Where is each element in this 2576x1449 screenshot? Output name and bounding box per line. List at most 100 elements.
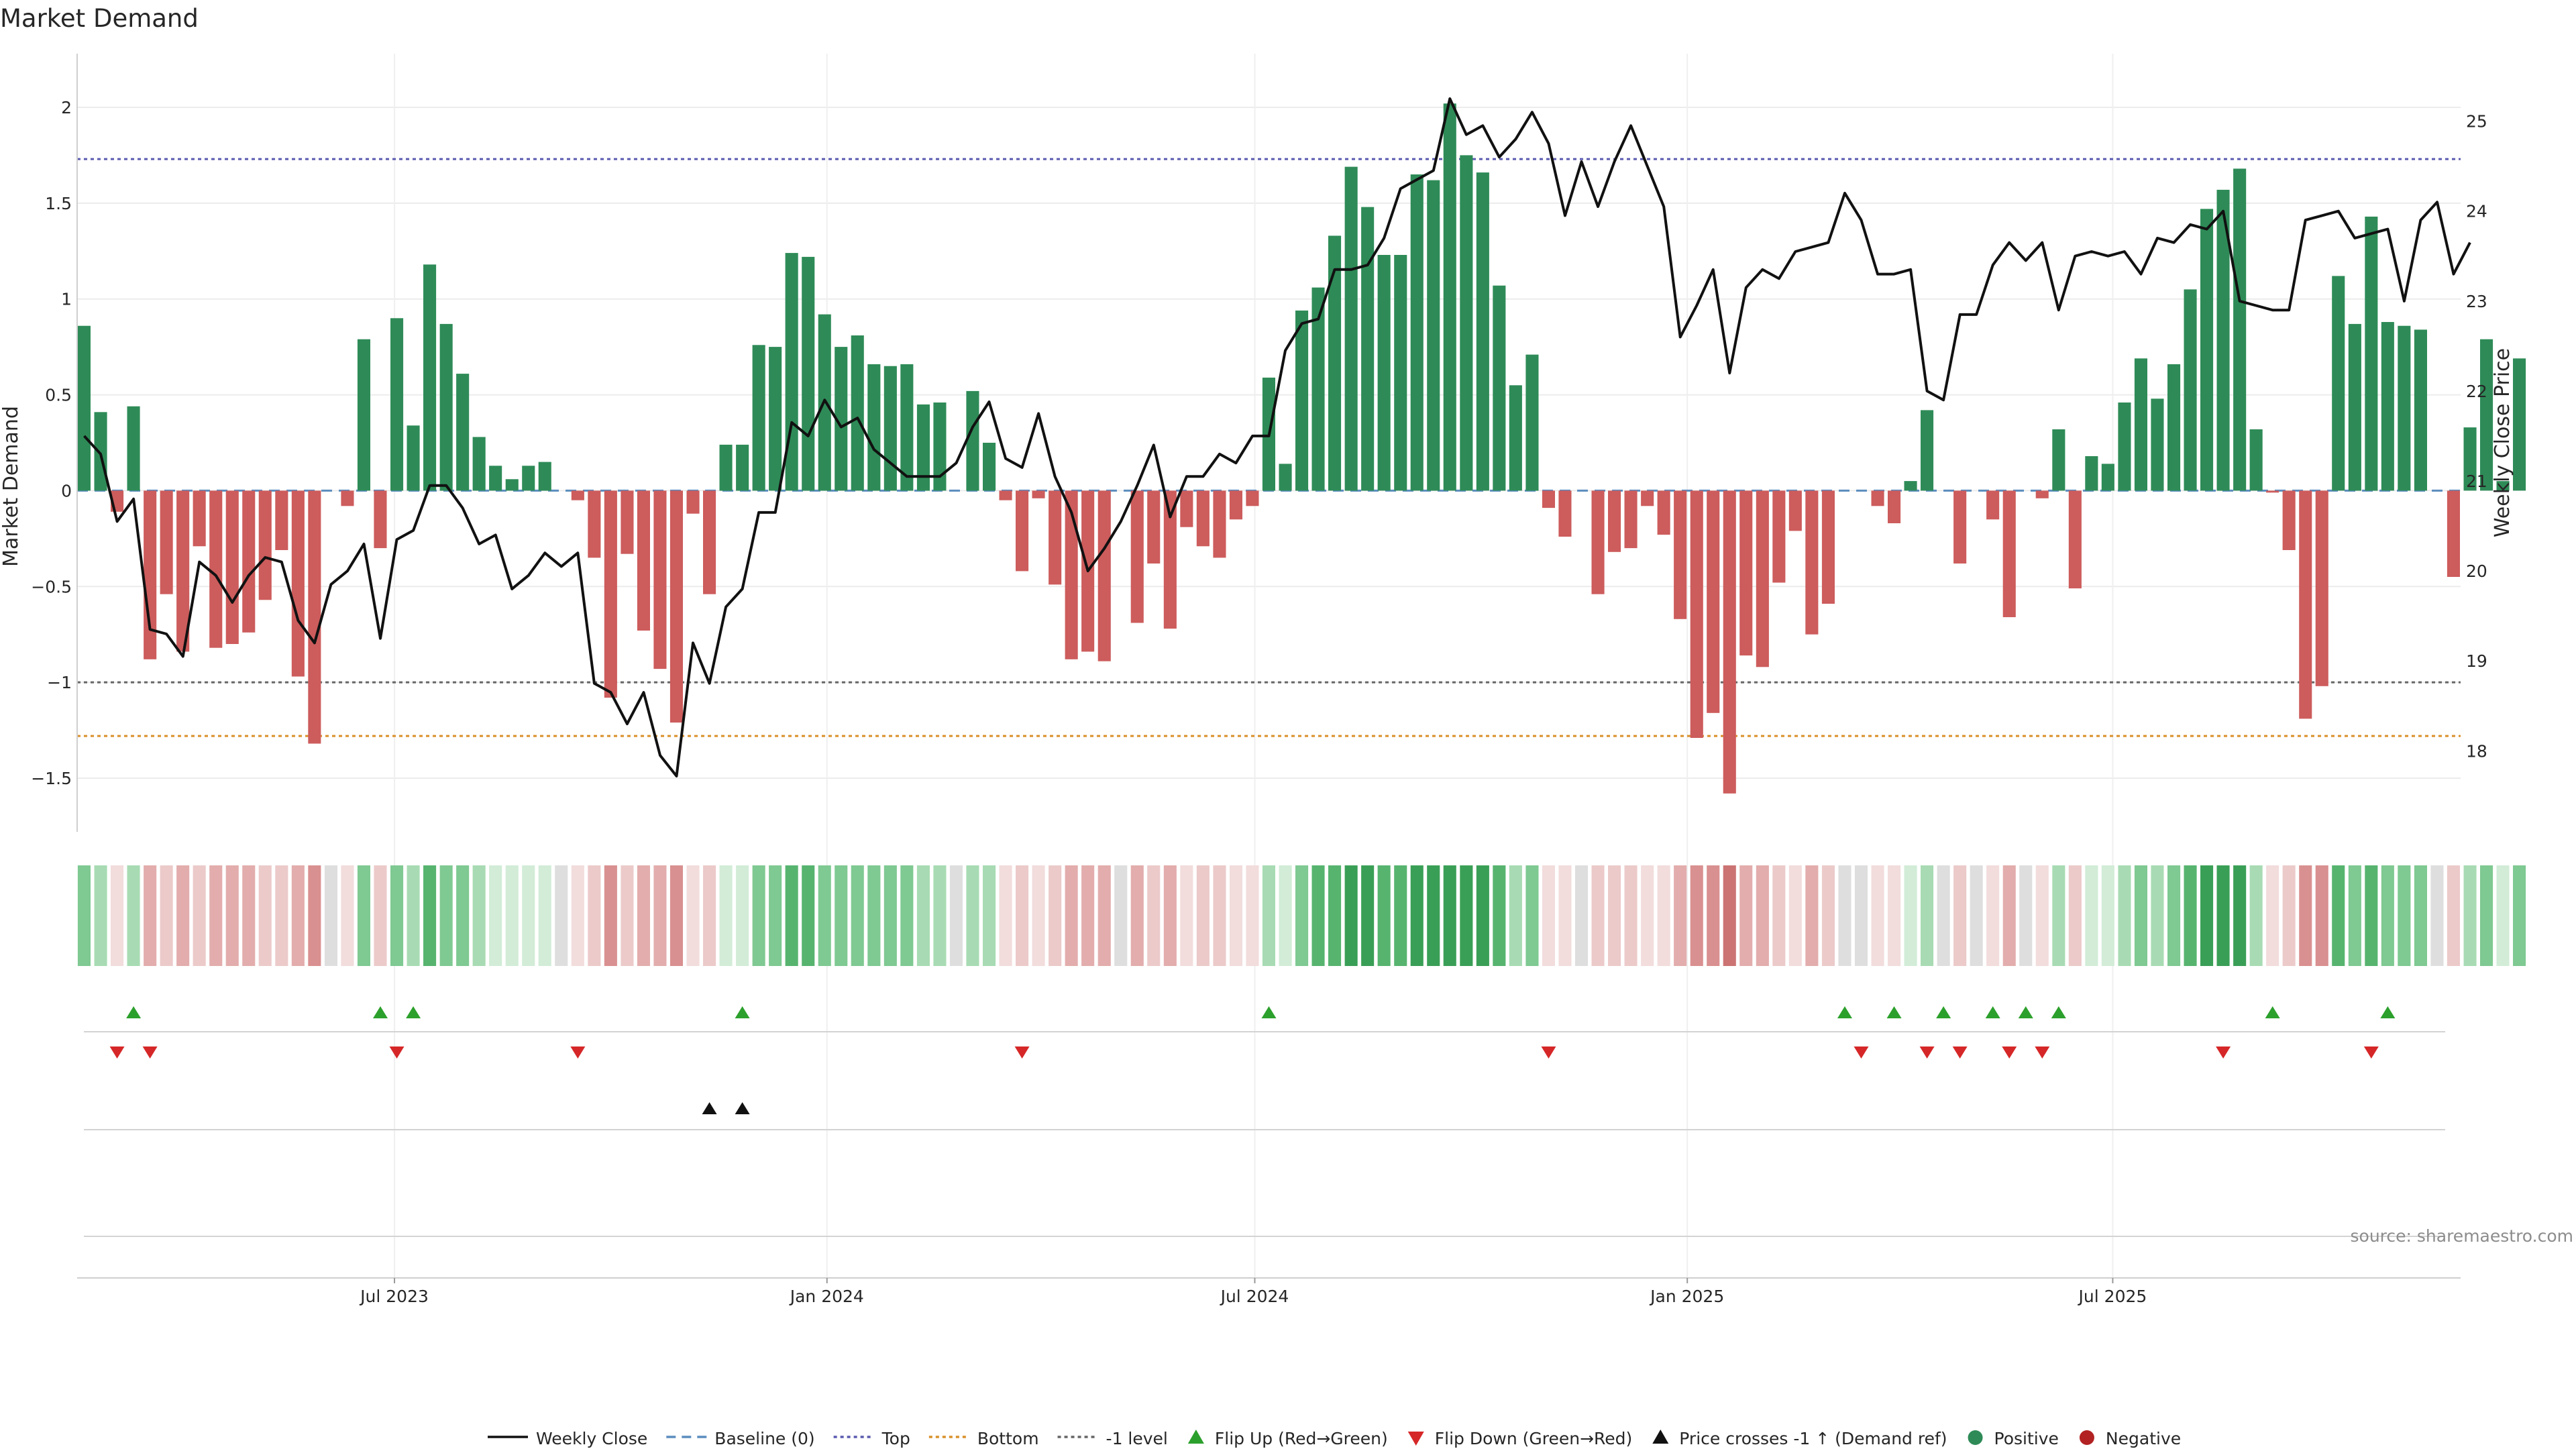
heat-cell [275, 865, 288, 966]
heat-cell [1591, 865, 1605, 966]
heat-cell [456, 865, 470, 966]
demand-bar [2052, 429, 2065, 491]
demand-bar [669, 490, 683, 723]
demand-bar [1493, 285, 1506, 491]
demand-bar [2035, 490, 2049, 498]
demand-bar [2398, 325, 2411, 491]
demand-bar [472, 437, 486, 491]
y-tick-label: 0 [61, 481, 72, 500]
y-tick-label: 1 [61, 290, 72, 309]
demand-bar [1476, 172, 1489, 491]
demand-bar [2118, 402, 2131, 491]
heat-cell [77, 865, 91, 966]
heat-cell [1262, 865, 1275, 966]
heat-cell [785, 865, 798, 966]
heat-cell [2463, 865, 2477, 966]
heat-cell [1196, 865, 1210, 966]
demand-bar [2496, 481, 2510, 491]
heat-cell [1707, 865, 1720, 966]
flip-up-marker [2265, 1006, 2280, 1018]
demand-bar [209, 490, 223, 648]
demand-bar [176, 490, 190, 652]
flip-down-marker [1854, 1046, 1869, 1059]
heat-cell [2118, 865, 2131, 966]
cross-up-marker [735, 1102, 750, 1114]
demand-bar [1821, 490, 1835, 604]
demand-bar [1427, 180, 1440, 491]
flip-down-marker [142, 1046, 158, 1059]
heat-cell [2101, 865, 2114, 966]
demand-bar [2414, 329, 2427, 491]
heat-cell [291, 865, 305, 966]
demand-bar [258, 490, 272, 600]
heat-cell [1690, 865, 1703, 966]
heat-cell [225, 865, 239, 966]
heat-cell [505, 865, 519, 966]
demand-bar [621, 490, 634, 554]
heat-cell [835, 865, 848, 966]
heat-cell [1575, 865, 1589, 966]
demand-bar [2480, 339, 2493, 491]
event-markers [84, 1006, 2445, 1237]
heat-cell [867, 865, 881, 966]
heat-cell [1081, 865, 1095, 966]
heat-cell [2184, 865, 2197, 966]
demand-bar [127, 406, 140, 491]
demand-bar [1229, 490, 1242, 520]
flip-down-marker [389, 1046, 405, 1059]
y-axis-label: Market Demand [0, 406, 23, 567]
demand-bar [933, 402, 947, 491]
heat-cell [2365, 865, 2378, 966]
legend-label: Top [881, 1429, 910, 1448]
demand-bar [1904, 481, 1917, 491]
demand-bar [2233, 168, 2247, 491]
demand-bar [604, 490, 617, 698]
y-tick-label: −1 [47, 673, 72, 692]
heat-cell [1097, 865, 1111, 966]
heat-cell [472, 865, 486, 966]
demand-bar [1130, 490, 1144, 623]
legend-label: Baseline (0) [714, 1429, 814, 1448]
demand-bar [2365, 216, 2378, 491]
demand-bar [785, 253, 798, 491]
heat-cell [802, 865, 815, 966]
flip-up-marker [1886, 1006, 1902, 1018]
flip-up-marker [2018, 1006, 2033, 1018]
demand-bar [752, 345, 765, 491]
flip-up-marker [1936, 1006, 1951, 1018]
legend-label: -1 level [1106, 1429, 1168, 1448]
demand-bar [2513, 358, 2526, 491]
heat-cell [851, 865, 864, 966]
heat-cell [1344, 865, 1358, 966]
legend-label: Negative [2106, 1429, 2181, 1448]
y2-tick-label: 23 [2466, 292, 2487, 311]
demand-bar [1558, 490, 1572, 537]
heat-cell [1130, 865, 1144, 966]
heat-cell [111, 865, 124, 966]
demand-bar [2332, 276, 2345, 491]
heat-cell [176, 865, 190, 966]
demand-bar [1921, 410, 1934, 491]
heat-cell [94, 865, 107, 966]
heat-cell [752, 865, 765, 966]
demand-bar [1460, 155, 1473, 491]
flip-down-marker [2363, 1046, 2379, 1059]
heat-cell [357, 865, 370, 966]
demand-bar [2299, 490, 2312, 719]
demand-bar [2249, 429, 2263, 491]
flip-up-marker [406, 1006, 421, 1018]
heat-cell [769, 865, 782, 966]
demand-bars [77, 103, 2526, 794]
demand-bar [2266, 490, 2279, 493]
heat-cell [719, 865, 733, 966]
heat-cell [588, 865, 601, 966]
flip-down-marker [2035, 1046, 2050, 1059]
heat-cell [127, 865, 140, 966]
heat-cell [258, 865, 272, 966]
demand-bar [1147, 490, 1161, 564]
demand-bar [1246, 490, 1259, 506]
heat-cell [1888, 865, 1901, 966]
demand-bar [275, 490, 288, 550]
heat-cell [308, 865, 321, 966]
